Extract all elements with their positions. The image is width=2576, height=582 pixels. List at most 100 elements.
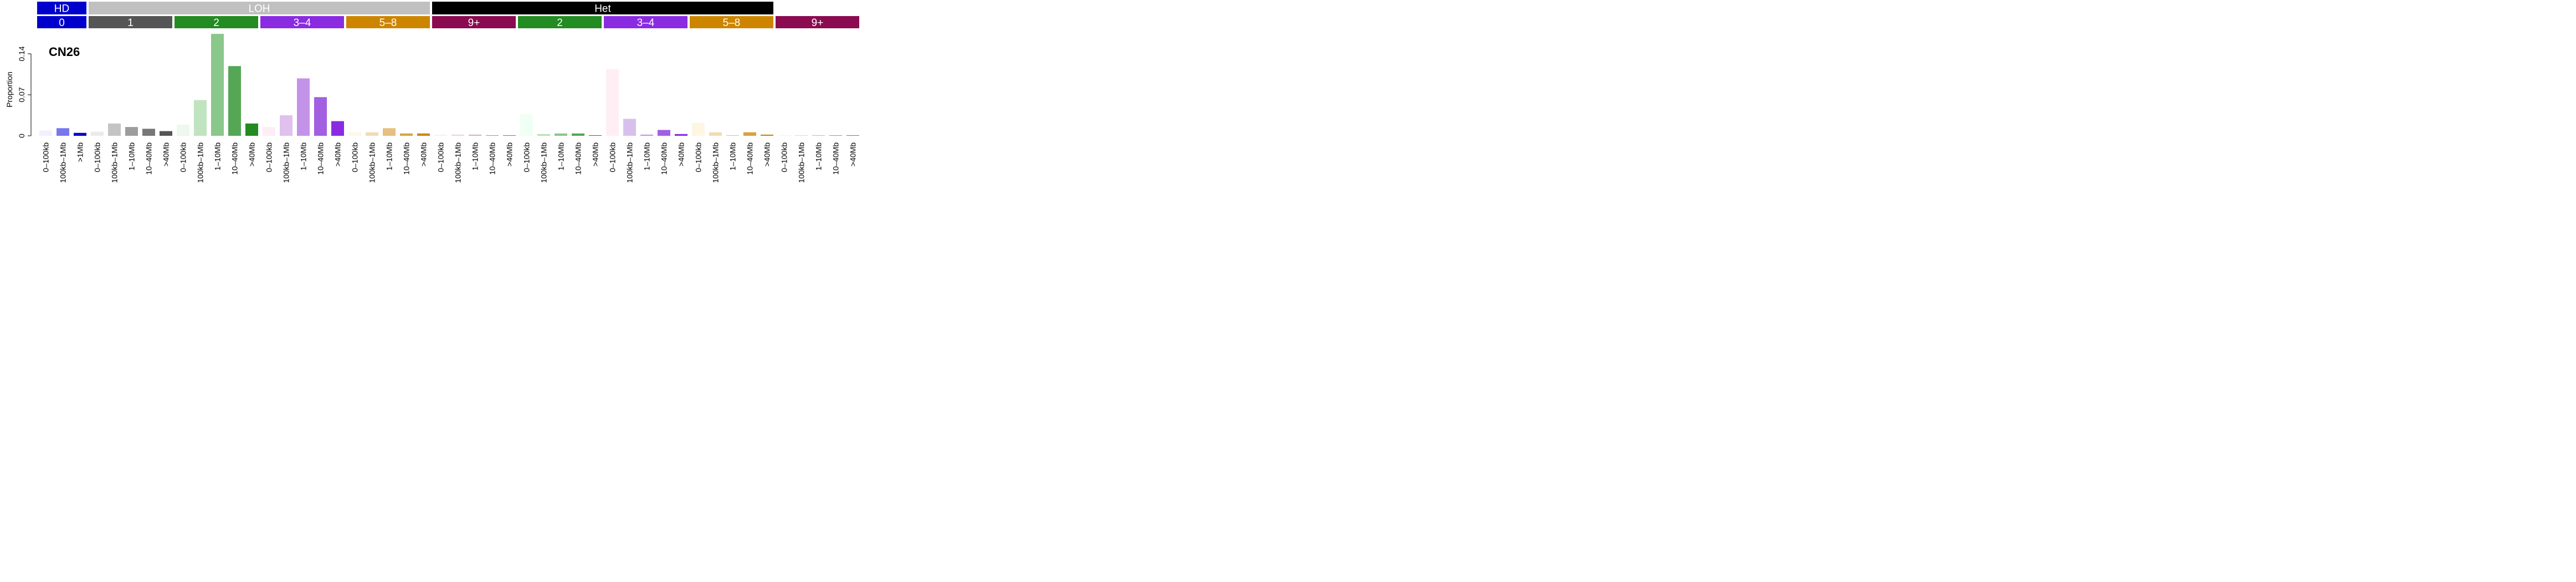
x-tick-labels: 0–100kb 100kb–1Mb >1Mb 0–100kb 100kb–1Mb 1–10… bbox=[42, 142, 858, 183]
bar bbox=[623, 119, 636, 136]
bar bbox=[74, 132, 86, 136]
bar bbox=[829, 135, 842, 136]
header-bottom-band-label: 2 bbox=[557, 17, 563, 29]
x-tick-label: 1–10Mb bbox=[385, 142, 394, 171]
bar bbox=[263, 127, 275, 136]
y-tick-label: 0 bbox=[17, 134, 26, 138]
bar bbox=[520, 114, 533, 136]
header-top-band-label: LOH bbox=[248, 3, 270, 15]
bar bbox=[555, 133, 567, 136]
x-tick-label: >1Mb bbox=[76, 142, 85, 162]
header-top-band bbox=[432, 2, 773, 14]
x-tick-label: 0–100kb bbox=[93, 142, 102, 172]
x-tick-label: >40Mb bbox=[419, 142, 428, 166]
header-bottom-band bbox=[346, 16, 430, 28]
header-bottom-band bbox=[260, 16, 344, 28]
header-top-band bbox=[37, 2, 86, 14]
bar bbox=[194, 100, 207, 136]
bar bbox=[142, 129, 155, 136]
bar bbox=[589, 135, 602, 136]
bar bbox=[245, 123, 258, 136]
x-tick-label: 0–100kb bbox=[608, 142, 617, 172]
header-bottom-band bbox=[89, 16, 172, 28]
x-tick-label: 0–100kb bbox=[265, 142, 274, 172]
bar bbox=[572, 133, 584, 136]
x-tick-label: 10–40Mb bbox=[574, 142, 583, 175]
x-tick-label: 1–10Mb bbox=[557, 142, 566, 171]
bar bbox=[812, 135, 825, 136]
header-top-band bbox=[89, 2, 430, 14]
x-tick-label: 10–40Mb bbox=[488, 142, 497, 175]
header-bottom-band-label: 5–8 bbox=[723, 17, 741, 29]
x-tick-label: 10–40Mb bbox=[230, 142, 239, 175]
x-tick-label: 0–100kb bbox=[437, 142, 445, 172]
bar bbox=[658, 130, 670, 136]
bar bbox=[280, 115, 293, 136]
bar bbox=[640, 134, 653, 136]
bar bbox=[366, 132, 378, 136]
x-tick-label: 100kb–1Mb bbox=[196, 142, 205, 183]
bar bbox=[743, 132, 756, 136]
x-tick-label: 1–10Mb bbox=[213, 142, 222, 171]
x-tick-label: >40Mb bbox=[591, 142, 600, 166]
x-tick-label: 10–40Mb bbox=[145, 142, 153, 175]
bar bbox=[39, 130, 52, 136]
bar bbox=[675, 134, 687, 136]
x-tick-label: >40Mb bbox=[505, 142, 514, 166]
header-bottom-band-label: 9+ bbox=[812, 17, 824, 29]
x-tick-label: 0–100kb bbox=[351, 142, 360, 172]
header-bottom-band bbox=[604, 16, 687, 28]
x-tick-label: 100kb–1Mb bbox=[59, 142, 68, 183]
x-tick-label: 100kb–1Mb bbox=[110, 142, 119, 183]
bar bbox=[451, 134, 464, 136]
header-bottom-band-label: 1 bbox=[127, 17, 134, 29]
header-bottom-band-label: 5–8 bbox=[379, 17, 397, 29]
x-tick-label: 0–100kb bbox=[522, 142, 531, 172]
bar bbox=[846, 135, 859, 136]
header-bottom-band bbox=[37, 16, 86, 28]
bar bbox=[434, 134, 447, 136]
x-tick-label: 0–100kb bbox=[780, 142, 789, 172]
header-bottom-band-label: 0 bbox=[59, 17, 65, 29]
bar bbox=[417, 133, 430, 136]
x-tick-label: 100kb–1Mb bbox=[711, 142, 720, 183]
x-tick-label: 100kb–1Mb bbox=[368, 142, 377, 183]
bar bbox=[486, 135, 499, 136]
header-bottom-band-label: 9+ bbox=[468, 17, 480, 29]
x-tick-label: 10–40Mb bbox=[316, 142, 325, 175]
bars bbox=[39, 34, 859, 136]
bar bbox=[160, 131, 172, 136]
y-axis-label: Proportion bbox=[5, 72, 14, 108]
x-tick-label: 100kb–1Mb bbox=[797, 142, 806, 183]
x-tick-label: 100kb–1Mb bbox=[282, 142, 291, 183]
x-tick-label: >40Mb bbox=[849, 142, 858, 166]
x-tick-label: 0–100kb bbox=[42, 142, 50, 172]
x-tick-label: 1–10Mb bbox=[127, 142, 136, 171]
x-tick-label: 10–40Mb bbox=[832, 142, 840, 175]
x-tick-label: 1–10Mb bbox=[814, 142, 823, 171]
x-tick-label: 1–10Mb bbox=[299, 142, 308, 171]
header-bottom-band-label: 3–4 bbox=[637, 17, 655, 29]
bar bbox=[795, 135, 808, 136]
x-tick-label: 10–40Mb bbox=[660, 142, 669, 175]
bar bbox=[503, 135, 516, 136]
header-top-band-label: HD bbox=[54, 3, 69, 15]
chart-title: CN26 bbox=[49, 45, 80, 59]
bar bbox=[125, 127, 138, 136]
x-tick-label: 1–10Mb bbox=[471, 142, 480, 171]
header-bottom-band bbox=[518, 16, 602, 28]
bar bbox=[726, 135, 739, 136]
x-tick-label: 1–10Mb bbox=[728, 142, 737, 171]
x-tick-label: 10–40Mb bbox=[402, 142, 411, 175]
bar bbox=[469, 134, 481, 136]
bar bbox=[606, 69, 619, 136]
bar bbox=[297, 78, 310, 136]
header-bottom-band bbox=[690, 16, 773, 28]
x-tick-label: 100kb–1Mb bbox=[625, 142, 634, 183]
header-bands: HD LOH Het 0 1 2 3–4 5–8 9+ 2 3–4 5–8 9+ bbox=[37, 2, 859, 29]
x-tick-label: >40Mb bbox=[333, 142, 342, 166]
x-tick-label: >40Mb bbox=[763, 142, 772, 166]
bar bbox=[692, 122, 705, 136]
x-tick-label: 100kb–1Mb bbox=[454, 142, 463, 183]
bar bbox=[709, 132, 722, 136]
